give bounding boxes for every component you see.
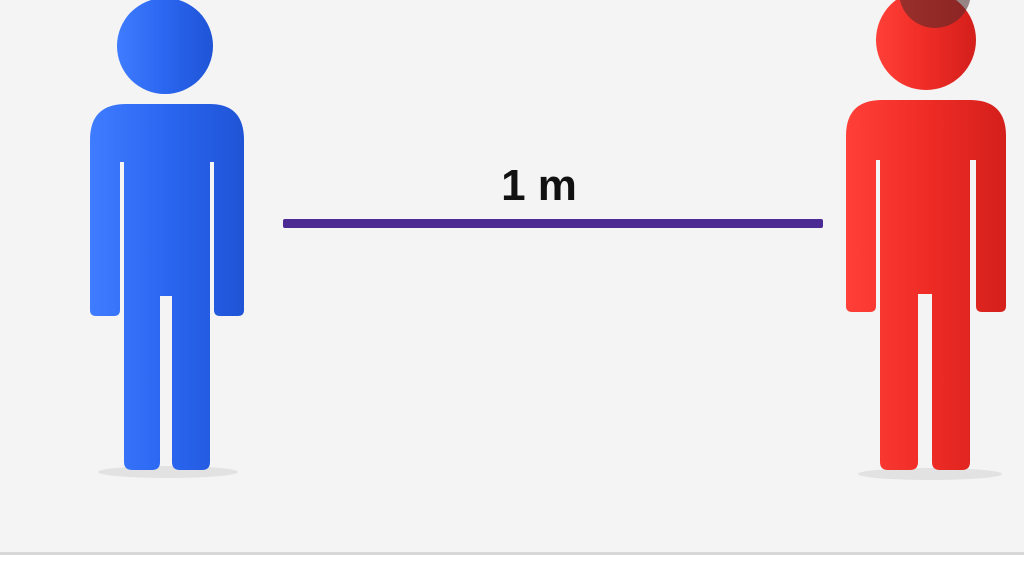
distance-label: 1 m: [501, 161, 577, 210]
right-person-icon: [846, 0, 1006, 480]
left-person-icon: [90, 0, 244, 478]
corner-shadow: [899, 0, 971, 28]
distance-line: [283, 219, 823, 228]
distance-diagram: 1 m: [90, 0, 1006, 480]
bottom-divider: [0, 552, 1024, 555]
